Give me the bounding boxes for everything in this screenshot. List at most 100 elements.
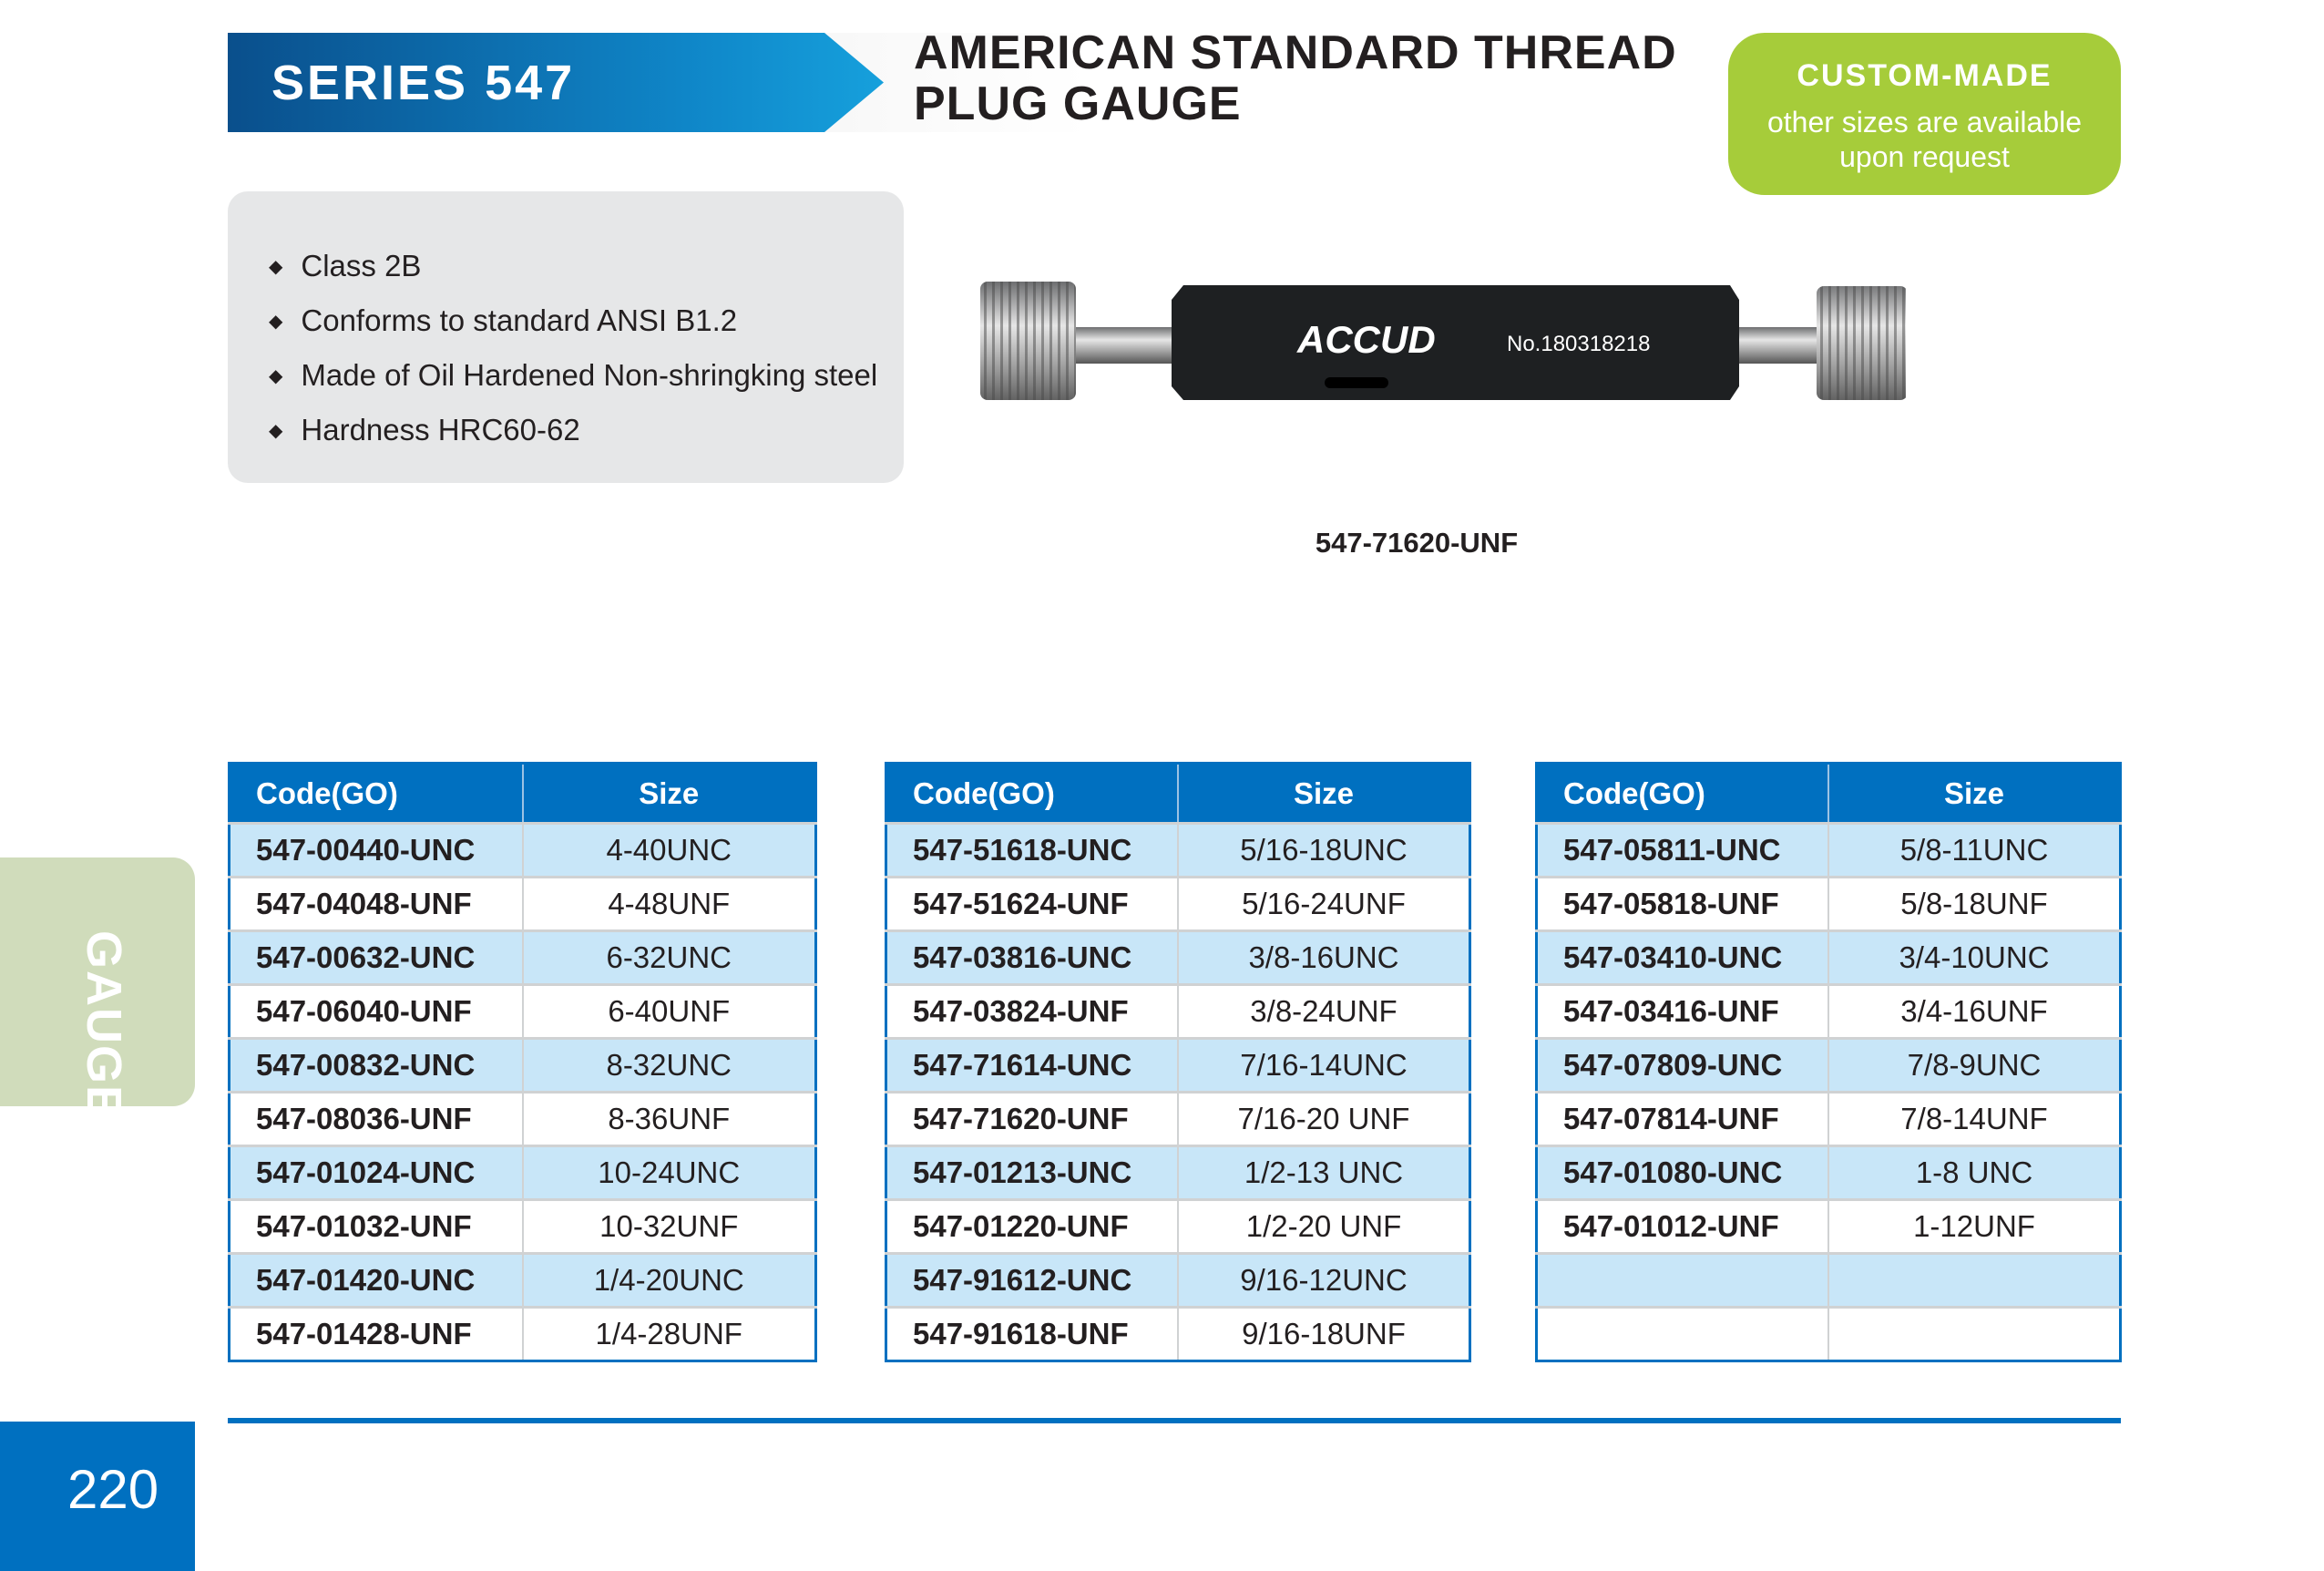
table-row: 547-05818-UNF 5/8-18UNF xyxy=(1536,876,2122,931)
table-row: 547-03824-UNF 3/8-24UNF xyxy=(886,983,1471,1039)
custom-line-1: other sizes are available xyxy=(1766,106,2083,139)
code-cell: 547-01012-UNF xyxy=(1536,1198,1829,1254)
serial-number-text: No.180318218 xyxy=(1507,332,1650,356)
table-row: 547-04048-UNF 4-48UNF xyxy=(229,876,817,931)
table-row: 547-51618-UNC 5/16-18UNC xyxy=(886,822,1471,878)
code-cell xyxy=(1536,1306,1829,1361)
code-cell: 547-01428-UNF xyxy=(229,1306,524,1361)
code-cell: 547-03824-UNF xyxy=(886,983,1179,1039)
code-cell: 547-06040-UNF xyxy=(229,983,524,1039)
diamond-bullet-icon: ◆ xyxy=(269,311,283,332)
table-row: 547-51624-UNF 5/16-24UNF xyxy=(886,876,1471,931)
code-size-table-1: Code(GO) Size 547-00440-UNC 4-40UNC 547-0404… xyxy=(228,762,817,1362)
code-cell: 547-01024-UNC xyxy=(229,1145,524,1200)
feature-item: ◆ Made of Oil Hardened Non-shringking ste… xyxy=(269,348,904,403)
size-cell: 8-36UNF xyxy=(522,1091,817,1146)
column-header: Code(GO) xyxy=(1536,763,1829,824)
column-header: Size xyxy=(522,763,817,824)
table-row: 547-01012-UNF 1-12UNF xyxy=(1536,1198,2122,1254)
brand-logo-text: ACCUD xyxy=(1296,318,1436,361)
table-row: 547-03416-UNF 3/4-16UNF xyxy=(1536,983,2122,1039)
table-row: 547-07814-UNF 7/8-14UNF xyxy=(1536,1091,2122,1146)
feature-item: ◆ Conforms to standard ANSI B1.2 xyxy=(269,293,904,348)
table-row: 547-91618-UNF 9/16-18UNF xyxy=(886,1306,1471,1361)
size-cell: 6-40UNF xyxy=(522,983,817,1039)
size-cell: 7/8-9UNC xyxy=(1828,1037,2122,1093)
code-cell: 547-04048-UNF xyxy=(229,876,524,931)
size-cell: 5/16-18UNC xyxy=(1178,822,1471,878)
size-cell: 4-40UNC xyxy=(522,822,817,878)
custom-line-2: upon request xyxy=(1839,140,2010,173)
feature-text: Class 2B xyxy=(301,249,422,282)
code-size-table-3: Code(GO) Size 547-05811-UNC 5/8-11UNC 547-05… xyxy=(1535,762,2122,1362)
column-header: Size xyxy=(1828,763,2122,824)
code-cell: 547-00632-UNC xyxy=(229,929,524,985)
code-cell: 547-01220-UNF xyxy=(886,1198,1179,1254)
size-cell: 9/16-12UNC xyxy=(1178,1252,1471,1308)
size-cell: 5/8-18UNF xyxy=(1828,876,2122,931)
size-cell xyxy=(1828,1306,2122,1361)
code-cell: 547-07814-UNF xyxy=(1536,1091,1829,1146)
code-cell: 547-00440-UNC xyxy=(229,822,524,878)
size-cell: 1/4-28UNF xyxy=(522,1306,817,1361)
plug-gauge-image: ACCUD No.180318218 xyxy=(980,282,1906,400)
size-cell: 7/8-14UNF xyxy=(1828,1091,2122,1146)
table-row: 547-05811-UNC 5/8-11UNC xyxy=(1536,822,2122,878)
feature-item: ◆ Class 2B xyxy=(269,239,904,293)
column-header: Size xyxy=(1178,763,1471,824)
image-caption: 547-71620-UNF xyxy=(1315,527,1519,559)
table-row xyxy=(1536,1252,2122,1308)
feature-text: Hardness HRC60-62 xyxy=(301,413,580,447)
size-cell: 3/8-24UNF xyxy=(1178,983,1471,1039)
table-header-row: Code(GO) Size xyxy=(1536,763,2122,824)
column-header: Code(GO) xyxy=(229,763,524,824)
code-cell: 547-01213-UNC xyxy=(886,1145,1179,1200)
size-cell: 3/4-10UNC xyxy=(1828,929,2122,985)
column-header: Code(GO) xyxy=(886,763,1179,824)
size-cell: 1/2-20 UNF xyxy=(1178,1198,1471,1254)
custom-made-badge: CUSTOM-MADE other sizes are available up… xyxy=(1728,33,2121,195)
code-cell: 547-91618-UNF xyxy=(886,1306,1179,1361)
title-line-2: PLUG GAUGE xyxy=(914,77,1242,130)
table-row: 547-01024-UNC 10-24UNC xyxy=(229,1145,817,1200)
code-cell: 547-01420-UNC xyxy=(229,1252,524,1308)
series-text: SERIES 547 xyxy=(271,56,576,110)
size-cell: 5/8-11UNC xyxy=(1828,822,2122,878)
code-cell: 547-03816-UNC xyxy=(886,929,1179,985)
code-cell: 547-01032-UNF xyxy=(229,1198,524,1254)
table-row: 547-01032-UNF 10-32UNF xyxy=(229,1198,817,1254)
title-line-1: AMERICAN STANDARD THREAD xyxy=(914,26,1677,79)
feature-text: Made of Oil Hardened Non-shringking stee… xyxy=(301,358,878,392)
code-cell: 547-51618-UNC xyxy=(886,822,1179,878)
table-row: 547-06040-UNF 6-40UNF xyxy=(229,983,817,1039)
size-cell: 3/8-16UNC xyxy=(1178,929,1471,985)
table-row: 547-01420-UNC 1/4-20UNC xyxy=(229,1252,817,1308)
table-row: 547-71614-UNC 7/16-14UNC xyxy=(886,1037,1471,1093)
size-cell xyxy=(1828,1252,2122,1308)
size-cell: 3/4-16UNF xyxy=(1828,983,2122,1039)
table-row xyxy=(1536,1306,2122,1361)
size-cell: 1/2-13 UNC xyxy=(1178,1145,1471,1200)
code-cell: 547-05811-UNC xyxy=(1536,822,1829,878)
size-cell: 9/16-18UNF xyxy=(1178,1306,1471,1361)
table-row: 547-00632-UNC 6-32UNC xyxy=(229,929,817,985)
table-row: 547-91612-UNC 9/16-12UNC xyxy=(886,1252,1471,1308)
size-cell: 1-12UNF xyxy=(1828,1198,2122,1254)
diamond-bullet-icon: ◆ xyxy=(269,420,283,441)
feature-item: ◆ Hardness HRC60-62 xyxy=(269,403,904,457)
series-label: SERIES 547 xyxy=(228,33,884,132)
features-list: ◆ Class 2B ◆ Conforms to standard ANSI B1.… xyxy=(228,191,904,483)
code-cell: 547-07809-UNC xyxy=(1536,1037,1829,1093)
size-cell: 7/16-20 UNF xyxy=(1178,1091,1471,1146)
size-cell: 1/4-20UNC xyxy=(522,1252,817,1308)
table-header-row: Code(GO) Size xyxy=(229,763,817,824)
code-cell: 547-51624-UNF xyxy=(886,876,1179,931)
table-row: 547-03816-UNC 3/8-16UNC xyxy=(886,929,1471,985)
section-tab-gauge[interactable]: GAUGE xyxy=(0,857,195,1120)
code-cell: 547-71614-UNC xyxy=(886,1037,1179,1093)
code-cell: 547-91612-UNC xyxy=(886,1252,1179,1308)
code-cell: 547-71620-UNF xyxy=(886,1091,1179,1146)
size-cell: 10-24UNC xyxy=(522,1145,817,1200)
code-cell: 547-08036-UNF xyxy=(229,1091,524,1146)
table-row: 547-01428-UNF 1/4-28UNF xyxy=(229,1306,817,1361)
